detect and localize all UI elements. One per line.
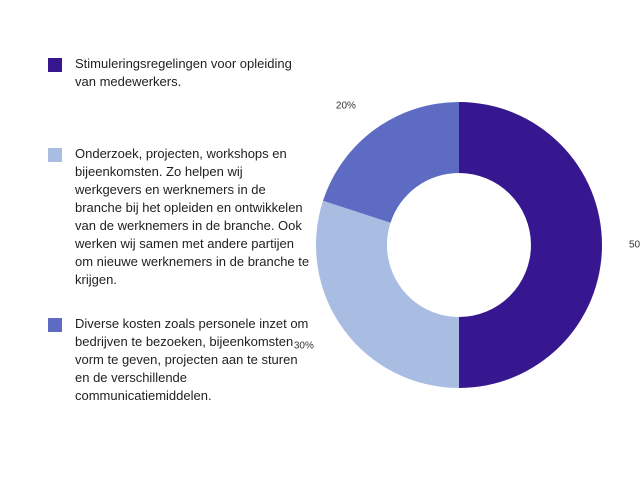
donut-slice-2 xyxy=(322,102,459,223)
slice-label-2: 20% xyxy=(336,100,356,111)
legend-swatch-2 xyxy=(48,318,62,332)
legend-label-1: Onderzoek, projecten, workshops en bijee… xyxy=(75,146,310,287)
donut-slice-0 xyxy=(459,102,602,388)
legend-label-0: Stimuleringsregelingen voor opleiding va… xyxy=(75,56,292,89)
donut-slice-1 xyxy=(315,200,459,388)
chart-legend: Stimuleringsregelingen voor opleiding va… xyxy=(0,0,310,480)
legend-label-2: Diverse kosten zoals personele inzet om … xyxy=(75,316,309,403)
legend-swatch-0 xyxy=(48,58,62,72)
slice-label-0: 50% xyxy=(629,240,640,251)
legend-swatch-1 xyxy=(48,148,62,162)
slice-label-1: 30% xyxy=(294,341,314,352)
